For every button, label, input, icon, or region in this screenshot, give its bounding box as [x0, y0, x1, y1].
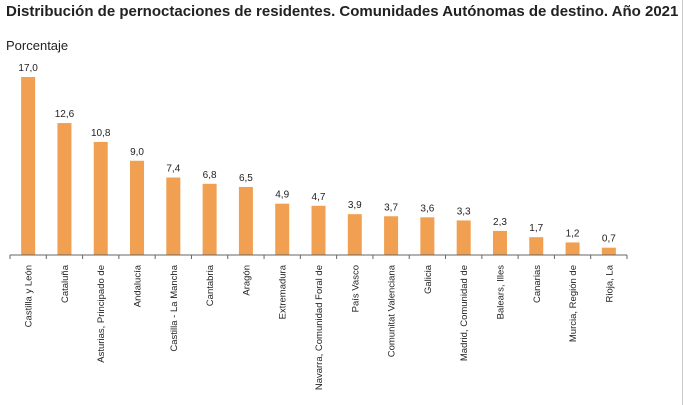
- frame-border: [682, 0, 683, 405]
- data-label: 4,9: [275, 190, 289, 201]
- bar: [565, 242, 580, 255]
- category-label: Cantabria: [205, 264, 216, 306]
- bar: [93, 141, 108, 255]
- chart-title: Distribución de pernoctaciones de reside…: [6, 3, 679, 20]
- data-label: 3,7: [384, 202, 398, 213]
- category-label: Aragón: [241, 265, 252, 296]
- category-label: Murcia, Región de: [568, 265, 579, 342]
- bar: [384, 216, 399, 255]
- chart-subtitle: Porcentaje: [6, 38, 69, 53]
- category-label: Canarias: [532, 265, 543, 303]
- bar: [420, 217, 435, 255]
- data-label: 4,7: [312, 192, 326, 203]
- bar: [275, 203, 290, 255]
- data-label: 0,7: [602, 234, 616, 245]
- category-label: País Vasco: [350, 265, 361, 312]
- category-label: Asturias, Principado de: [96, 265, 107, 363]
- data-label: 6,5: [239, 173, 253, 184]
- category-label: Rioja, La: [604, 264, 615, 302]
- bar: [238, 186, 253, 255]
- bar: [456, 220, 471, 255]
- category-label: Navarra, Comunidad Foral de: [314, 265, 325, 390]
- category-label: Galicia: [423, 264, 434, 294]
- bar: [529, 237, 544, 255]
- data-label: 3,6: [420, 203, 434, 214]
- bar: [202, 183, 217, 255]
- category-label: Madrid, Comunidad de: [459, 265, 470, 361]
- data-label: 2,3: [493, 217, 507, 228]
- data-label: 7,4: [166, 164, 180, 175]
- bar: [492, 230, 507, 255]
- category-label: Castilla - La Mancha: [169, 264, 180, 351]
- bar: [130, 160, 145, 255]
- bar: [57, 123, 72, 255]
- bar: [347, 214, 362, 255]
- data-label: 17,0: [18, 63, 38, 74]
- category-label: Balears, Illes: [495, 265, 506, 320]
- bar: [166, 177, 181, 255]
- data-label: 12,6: [55, 109, 75, 120]
- category-label: Comunitat Valenciana: [387, 264, 398, 357]
- category-label: Castilla y León: [24, 265, 35, 327]
- bar: [601, 247, 616, 255]
- category-label: Cataluña: [60, 264, 71, 303]
- data-label: 1,7: [529, 223, 543, 234]
- data-label: 3,9: [348, 200, 362, 211]
- category-label: Extremadura: [278, 264, 289, 319]
- data-label: 1,2: [566, 228, 580, 239]
- bar: [21, 77, 36, 255]
- data-label: 10,8: [91, 128, 111, 139]
- data-label: 9,0: [130, 147, 144, 158]
- category-label: Andalucía: [133, 264, 144, 307]
- data-label: 6,8: [203, 170, 217, 181]
- data-label: 3,3: [457, 206, 471, 217]
- bar: [311, 205, 326, 255]
